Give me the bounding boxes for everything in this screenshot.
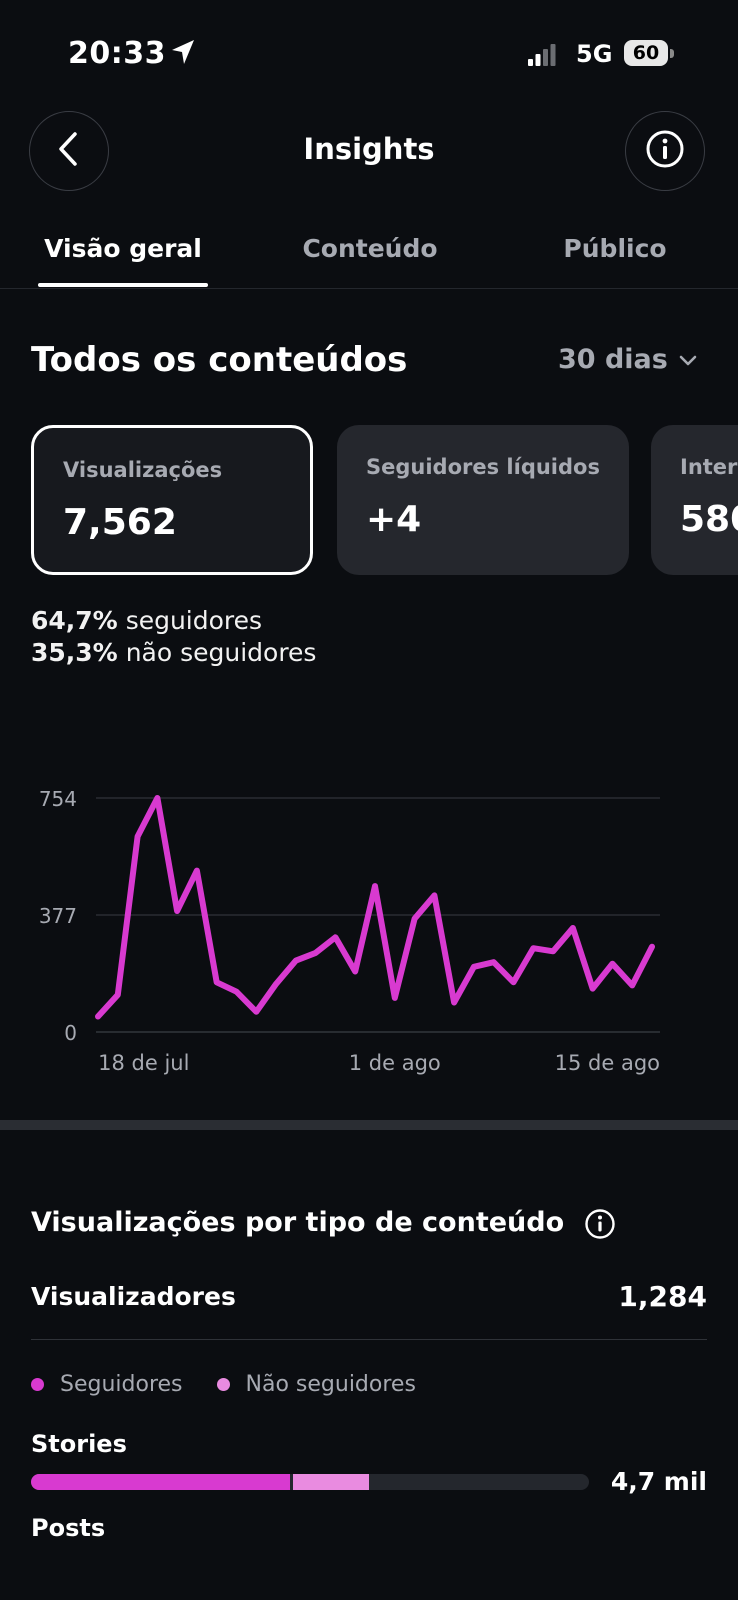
info-button[interactable] bbox=[625, 111, 705, 191]
metric-label: Seguidores líquidos bbox=[366, 455, 600, 479]
date-range-select[interactable]: 30 dias bbox=[558, 344, 698, 375]
chevron-left-icon bbox=[54, 131, 84, 171]
tab-content[interactable]: Conteúdo bbox=[302, 234, 438, 263]
info-icon bbox=[645, 129, 685, 173]
stories-nonfollowers-segment bbox=[293, 1474, 369, 1490]
back-button[interactable] bbox=[29, 111, 109, 191]
y-tick-label: 754 bbox=[39, 787, 77, 811]
x-tick-label: 15 de ago bbox=[555, 1051, 660, 1075]
date-range-label: 30 dias bbox=[558, 344, 668, 375]
tab-overview[interactable]: Visão geral bbox=[44, 234, 202, 263]
metric-card-views[interactable]: Visualizações 7,562 bbox=[31, 425, 313, 575]
x-tick-label: 18 de jul bbox=[98, 1051, 189, 1075]
x-tick-label: 1 de ago bbox=[349, 1051, 441, 1075]
content-type-legend: Seguidores Não seguidores bbox=[31, 1372, 450, 1397]
metric-card-net-followers[interactable]: Seguidores líquidos +4 bbox=[337, 425, 629, 575]
info-icon bbox=[584, 1209, 616, 1244]
nonfollowers-dot-icon bbox=[216, 1378, 230, 1391]
metric-value: 580 bbox=[680, 499, 738, 540]
metric-label: Interações bbox=[680, 455, 738, 479]
status-time: 20:33 bbox=[68, 36, 166, 71]
battery-indicator: 60 bbox=[624, 40, 668, 66]
stories-label: Stories bbox=[31, 1430, 127, 1458]
chevron-down-icon bbox=[678, 344, 698, 375]
legend-nonfollowers: Não seguidores bbox=[216, 1372, 416, 1397]
views-line-chart: 0 377 754 18 de jul 1 de ago 15 de ago bbox=[39, 787, 660, 1075]
legend-nonfollowers-label: Não seguidores bbox=[245, 1372, 416, 1397]
content-type-title: Visualizações por tipo de conteúdo bbox=[31, 1207, 565, 1238]
tab-divider bbox=[0, 288, 738, 289]
posts-label: Posts bbox=[31, 1514, 106, 1542]
metric-card-interactions[interactable]: Interações 580 bbox=[651, 425, 738, 575]
location-arrow-icon bbox=[170, 38, 196, 70]
stories-bar bbox=[31, 1474, 589, 1490]
page-title: Insights bbox=[303, 132, 435, 166]
viewers-label: Visualizadores bbox=[31, 1282, 236, 1311]
nonfollowers-pct: 35,3% bbox=[31, 638, 118, 667]
metric-value: 7,562 bbox=[63, 502, 177, 543]
divider bbox=[31, 1339, 707, 1340]
y-tick-label: 0 bbox=[64, 1021, 77, 1045]
followers-share: 64,7% seguidores bbox=[31, 606, 262, 635]
followers-pct: 64,7% bbox=[31, 606, 118, 635]
active-tab-indicator bbox=[38, 283, 208, 287]
viewers-value: 1,284 bbox=[618, 1280, 707, 1313]
metric-label: Visualizações bbox=[63, 458, 223, 482]
series-line bbox=[95, 795, 655, 1020]
legend-followers: Seguidores bbox=[31, 1372, 183, 1397]
signal-bars-icon bbox=[528, 44, 556, 70]
followers-text: seguidores bbox=[125, 606, 263, 635]
network-type: 5G bbox=[576, 40, 613, 68]
section-title: Todos os conteúdos bbox=[31, 340, 408, 380]
followers-dot-icon bbox=[31, 1378, 44, 1391]
y-tick-label: 377 bbox=[39, 904, 77, 928]
legend-followers-label: Seguidores bbox=[60, 1372, 183, 1397]
metric-value: +4 bbox=[366, 499, 422, 540]
tab-audience[interactable]: Público bbox=[563, 234, 667, 263]
stories-value: 4,7 mil bbox=[610, 1467, 707, 1496]
section-divider bbox=[0, 1120, 738, 1130]
nonfollowers-text: não seguidores bbox=[125, 638, 317, 667]
content-type-info-button[interactable] bbox=[584, 1208, 616, 1244]
battery-nub bbox=[670, 49, 674, 58]
nonfollowers-share: 35,3% não seguidores bbox=[31, 638, 316, 667]
stories-followers-segment bbox=[31, 1474, 291, 1490]
